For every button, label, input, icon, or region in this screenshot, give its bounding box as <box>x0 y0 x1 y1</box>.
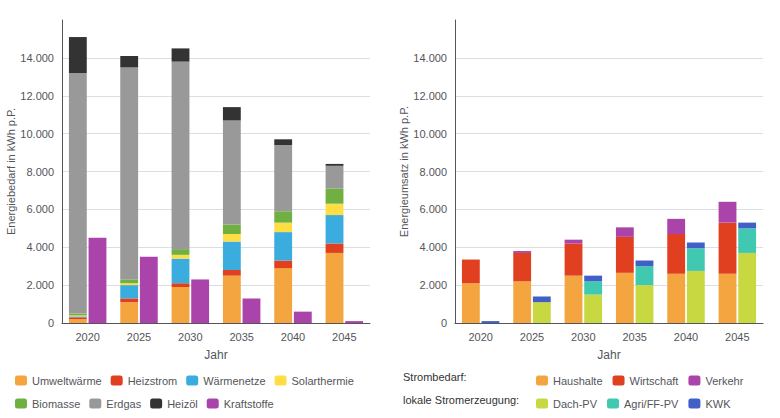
svg-text:Dach-PV: Dach-PV <box>553 398 598 410</box>
svg-text:Wirtschaft: Wirtschaft <box>630 375 679 387</box>
svg-text:Verkehr: Verkehr <box>705 375 743 387</box>
svg-text:Energieumsatz in kWh p.P.: Energieumsatz in kWh p.P. <box>398 106 410 237</box>
svg-text:2030: 2030 <box>178 331 202 343</box>
svg-text:12.000: 12.000 <box>413 90 447 102</box>
svg-text:2040: 2040 <box>674 331 698 343</box>
svg-text:Kraftstoffe: Kraftstoffe <box>224 398 274 410</box>
svg-text:6.000: 6.000 <box>26 203 54 215</box>
svg-text:2040: 2040 <box>281 331 305 343</box>
svg-text:6.000: 6.000 <box>419 203 447 215</box>
svg-text:2035: 2035 <box>229 331 253 343</box>
svg-text:2020: 2020 <box>468 331 492 343</box>
svg-text:lokale Stromerzeugung:: lokale Stromerzeugung: <box>403 394 519 406</box>
svg-text:Erdgas: Erdgas <box>106 398 141 410</box>
svg-text:Heizstrom: Heizstrom <box>128 375 178 387</box>
svg-text:Wärmenetze: Wärmenetze <box>203 375 265 387</box>
svg-text:2045: 2045 <box>725 331 749 343</box>
svg-text:4.000: 4.000 <box>26 241 54 253</box>
svg-text:14.000: 14.000 <box>20 52 54 64</box>
svg-text:Strombedarf:: Strombedarf: <box>403 371 467 383</box>
svg-text:Umweltwärme: Umweltwärme <box>32 375 102 387</box>
svg-text:0: 0 <box>441 317 447 329</box>
svg-text:2035: 2035 <box>622 331 646 343</box>
svg-text:8.000: 8.000 <box>419 166 447 178</box>
svg-text:Haushalte: Haushalte <box>553 375 603 387</box>
svg-text:2045: 2045 <box>332 331 356 343</box>
svg-text:Agri/FF-PV: Agri/FF-PV <box>624 398 679 410</box>
svg-text:2030: 2030 <box>571 331 595 343</box>
svg-text:10.000: 10.000 <box>20 128 54 140</box>
svg-text:Heizöl: Heizöl <box>167 398 198 410</box>
svg-text:10.000: 10.000 <box>413 128 447 140</box>
svg-text:0: 0 <box>48 317 54 329</box>
svg-text:Jahr: Jahr <box>597 348 620 362</box>
svg-text:2020: 2020 <box>75 331 99 343</box>
svg-text:4.000: 4.000 <box>419 241 447 253</box>
svg-text:2025: 2025 <box>127 331 151 343</box>
svg-text:12.000: 12.000 <box>20 90 54 102</box>
svg-text:2025: 2025 <box>520 331 544 343</box>
svg-text:Biomasse: Biomasse <box>32 398 80 410</box>
svg-text:Energiebedarf in kWh p.P.: Energiebedarf in kWh p.P. <box>5 108 17 235</box>
svg-text:KWK: KWK <box>705 398 731 410</box>
svg-text:8.000: 8.000 <box>26 166 54 178</box>
svg-text:2.000: 2.000 <box>419 279 447 291</box>
svg-text:2.000: 2.000 <box>26 279 54 291</box>
svg-text:Solarthermie: Solarthermie <box>292 375 354 387</box>
svg-text:Jahr: Jahr <box>204 348 227 362</box>
svg-text:14.000: 14.000 <box>413 52 447 64</box>
